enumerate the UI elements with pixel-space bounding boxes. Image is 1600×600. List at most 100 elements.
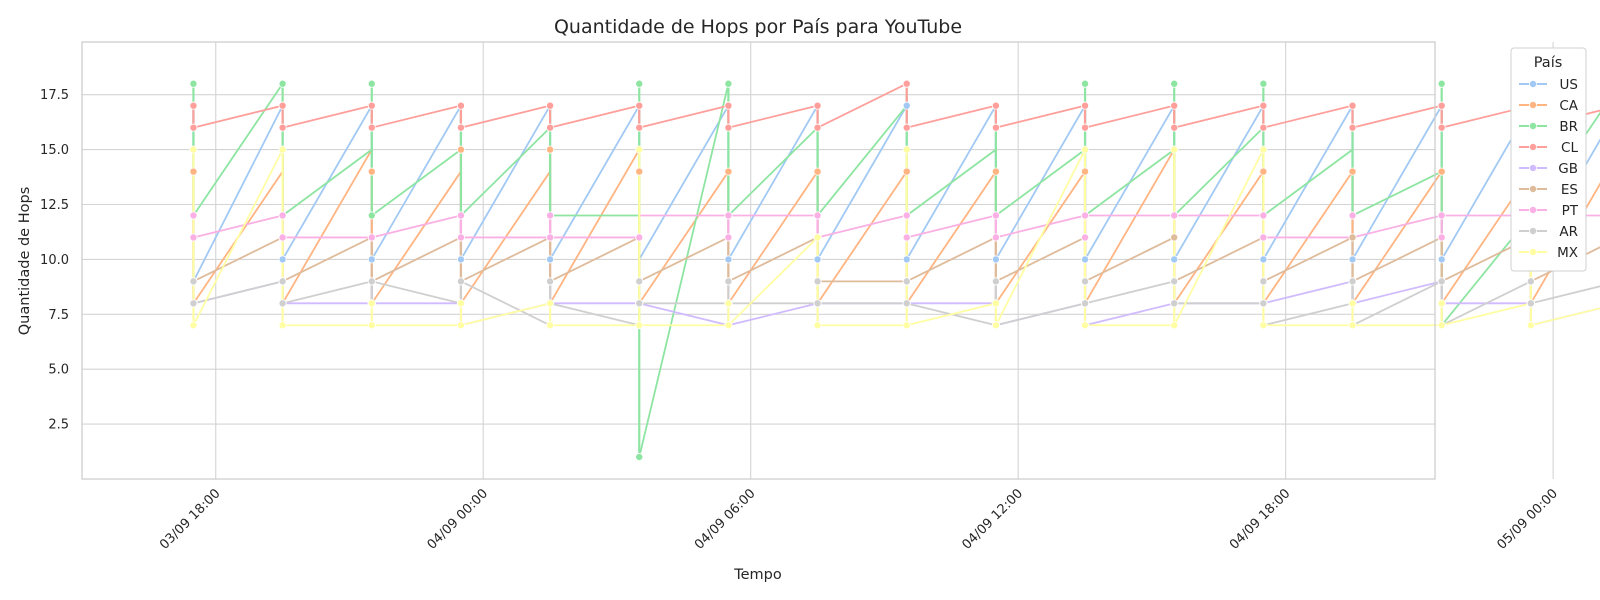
series-ar-segment [1441,280,1532,327]
series-markers [189,79,1535,462]
series-us-point [1348,255,1357,264]
y-tick-label: 10.0 [40,253,69,268]
series-br-point [1437,79,1446,88]
legend-label: CL [1561,140,1578,156]
series-mx-point [724,299,733,308]
series-mx-point [724,321,733,330]
series-mx-point [991,321,1000,330]
series-mx-point [1170,321,1179,330]
series-ar-segment [1263,302,1353,327]
series-ar-point [1081,299,1090,308]
series-ca-segment [638,171,730,304]
series-mx-point [635,145,644,154]
series-br-point [367,211,376,220]
legend-item-ar: AR [1519,224,1578,240]
series-ar-point [902,277,911,286]
series-ca-point [1348,167,1357,176]
series-cl-segment [193,104,283,129]
series-cl-segment [549,104,640,129]
series-es-point [1348,233,1357,242]
series-mx-point [546,299,555,308]
series-br-segment [1262,148,1354,217]
series-es-segment [1262,236,1353,283]
y-tick-label: 7.5 [48,308,69,323]
series-cl-point [635,101,644,110]
series-us-segment [549,105,641,260]
series-pt-point [1259,211,1268,220]
series-pt-point [278,233,287,242]
series-cl-segment [906,104,997,129]
series-cl-point [1437,123,1446,132]
series-gb-segment [1084,302,1175,327]
series-pt-point [635,233,644,242]
series-us-segment [192,105,284,282]
series-mx-segment [995,149,1086,326]
series-cl-point [902,79,911,88]
series-pt-point [991,233,1000,242]
legend-label: US [1560,77,1578,93]
series-ar-segment [460,280,551,327]
series-us-point [546,255,555,264]
series-br-segment [1352,170,1443,217]
series-mx-point [189,321,198,330]
y-tick-label: 15.0 [40,143,69,158]
series-cl-segment [817,82,908,129]
x-axis-label: Tempo [733,567,782,583]
plot-frame [81,41,1436,480]
series-cl-segment [728,104,818,129]
series-mx-point [1259,321,1268,330]
series-cl-point [1081,123,1090,132]
series-ar-point [991,277,1000,286]
series-cl-point [991,123,1000,132]
series-br-segment [460,127,551,217]
series-ca-point [1081,167,1090,176]
series-ca-point [991,167,1000,176]
series-pt-segment [906,214,997,239]
series-cl-point [278,123,287,132]
series-pt-point [724,233,733,242]
series-pt-segment [193,214,283,239]
series-ca-segment [371,171,462,304]
series-mx-point [1259,145,1268,154]
y-axis-ticks: 2.5 5.0 7.5 10.0 12.5 15.0 17.5 [40,88,69,432]
series-cl-point [1170,123,1179,132]
series-ar-segment [1352,280,1443,327]
series-br-segment [192,83,284,216]
series-mx-segment [192,149,284,326]
series-pt-point [724,211,733,220]
series-es-segment [638,236,729,283]
series-ar-point [1170,277,1179,286]
series-es-segment [460,236,551,283]
legend-label: AR [1559,224,1578,240]
series-ar-segment [1530,285,1600,305]
series-es-segment [1084,236,1175,283]
series-mx-point [1081,145,1090,154]
series-mx-point [278,321,287,330]
series-mx-point [991,299,1000,308]
legend-marker [1529,205,1538,214]
series-ar-segment [371,280,462,305]
series-mx-point [189,145,198,154]
series-br-segment [371,148,462,217]
series-ca-point [367,167,376,176]
series-pt-point [902,211,911,220]
series-ca-point [1259,167,1268,176]
series-mx-point [1081,321,1090,330]
y-tick-label: 2.5 [48,418,69,433]
series-es-segment [728,236,818,283]
series-cl-segment [460,104,551,129]
series-br-segment [1173,127,1264,217]
x-tick-label: 04/09 00:00 [425,486,492,553]
series-pt-point [1081,233,1090,242]
legend-item-cl: CL [1519,140,1578,156]
legend-label: GB [1558,161,1578,177]
series-us-point [1081,255,1090,264]
series-ar-point [902,299,911,308]
series-cl-point [991,101,1000,110]
series-us-point [1259,255,1268,264]
series-pt-point [1348,211,1357,220]
x-tick-label: 04/09 12:00 [959,486,1026,553]
series-cl-segment [1352,104,1442,129]
series-cl-segment [995,104,1086,129]
